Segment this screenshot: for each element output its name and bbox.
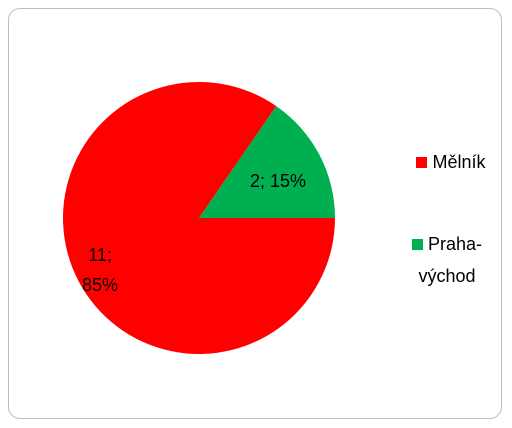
pie-slice <box>63 82 335 355</box>
pie-slice <box>199 106 335 218</box>
legend-label: Mělník <box>432 152 486 172</box>
data-label: 11; 85% <box>81 245 119 295</box>
legend-item: Praha-východ <box>403 228 491 292</box>
legend-swatch <box>411 239 423 250</box>
legend-item: Mělník <box>403 146 499 178</box>
chart-frame <box>8 8 502 419</box>
legend-swatch <box>416 157 428 168</box>
data-label: 2; 15% <box>249 171 307 191</box>
legend-label: Praha-východ <box>418 234 483 286</box>
